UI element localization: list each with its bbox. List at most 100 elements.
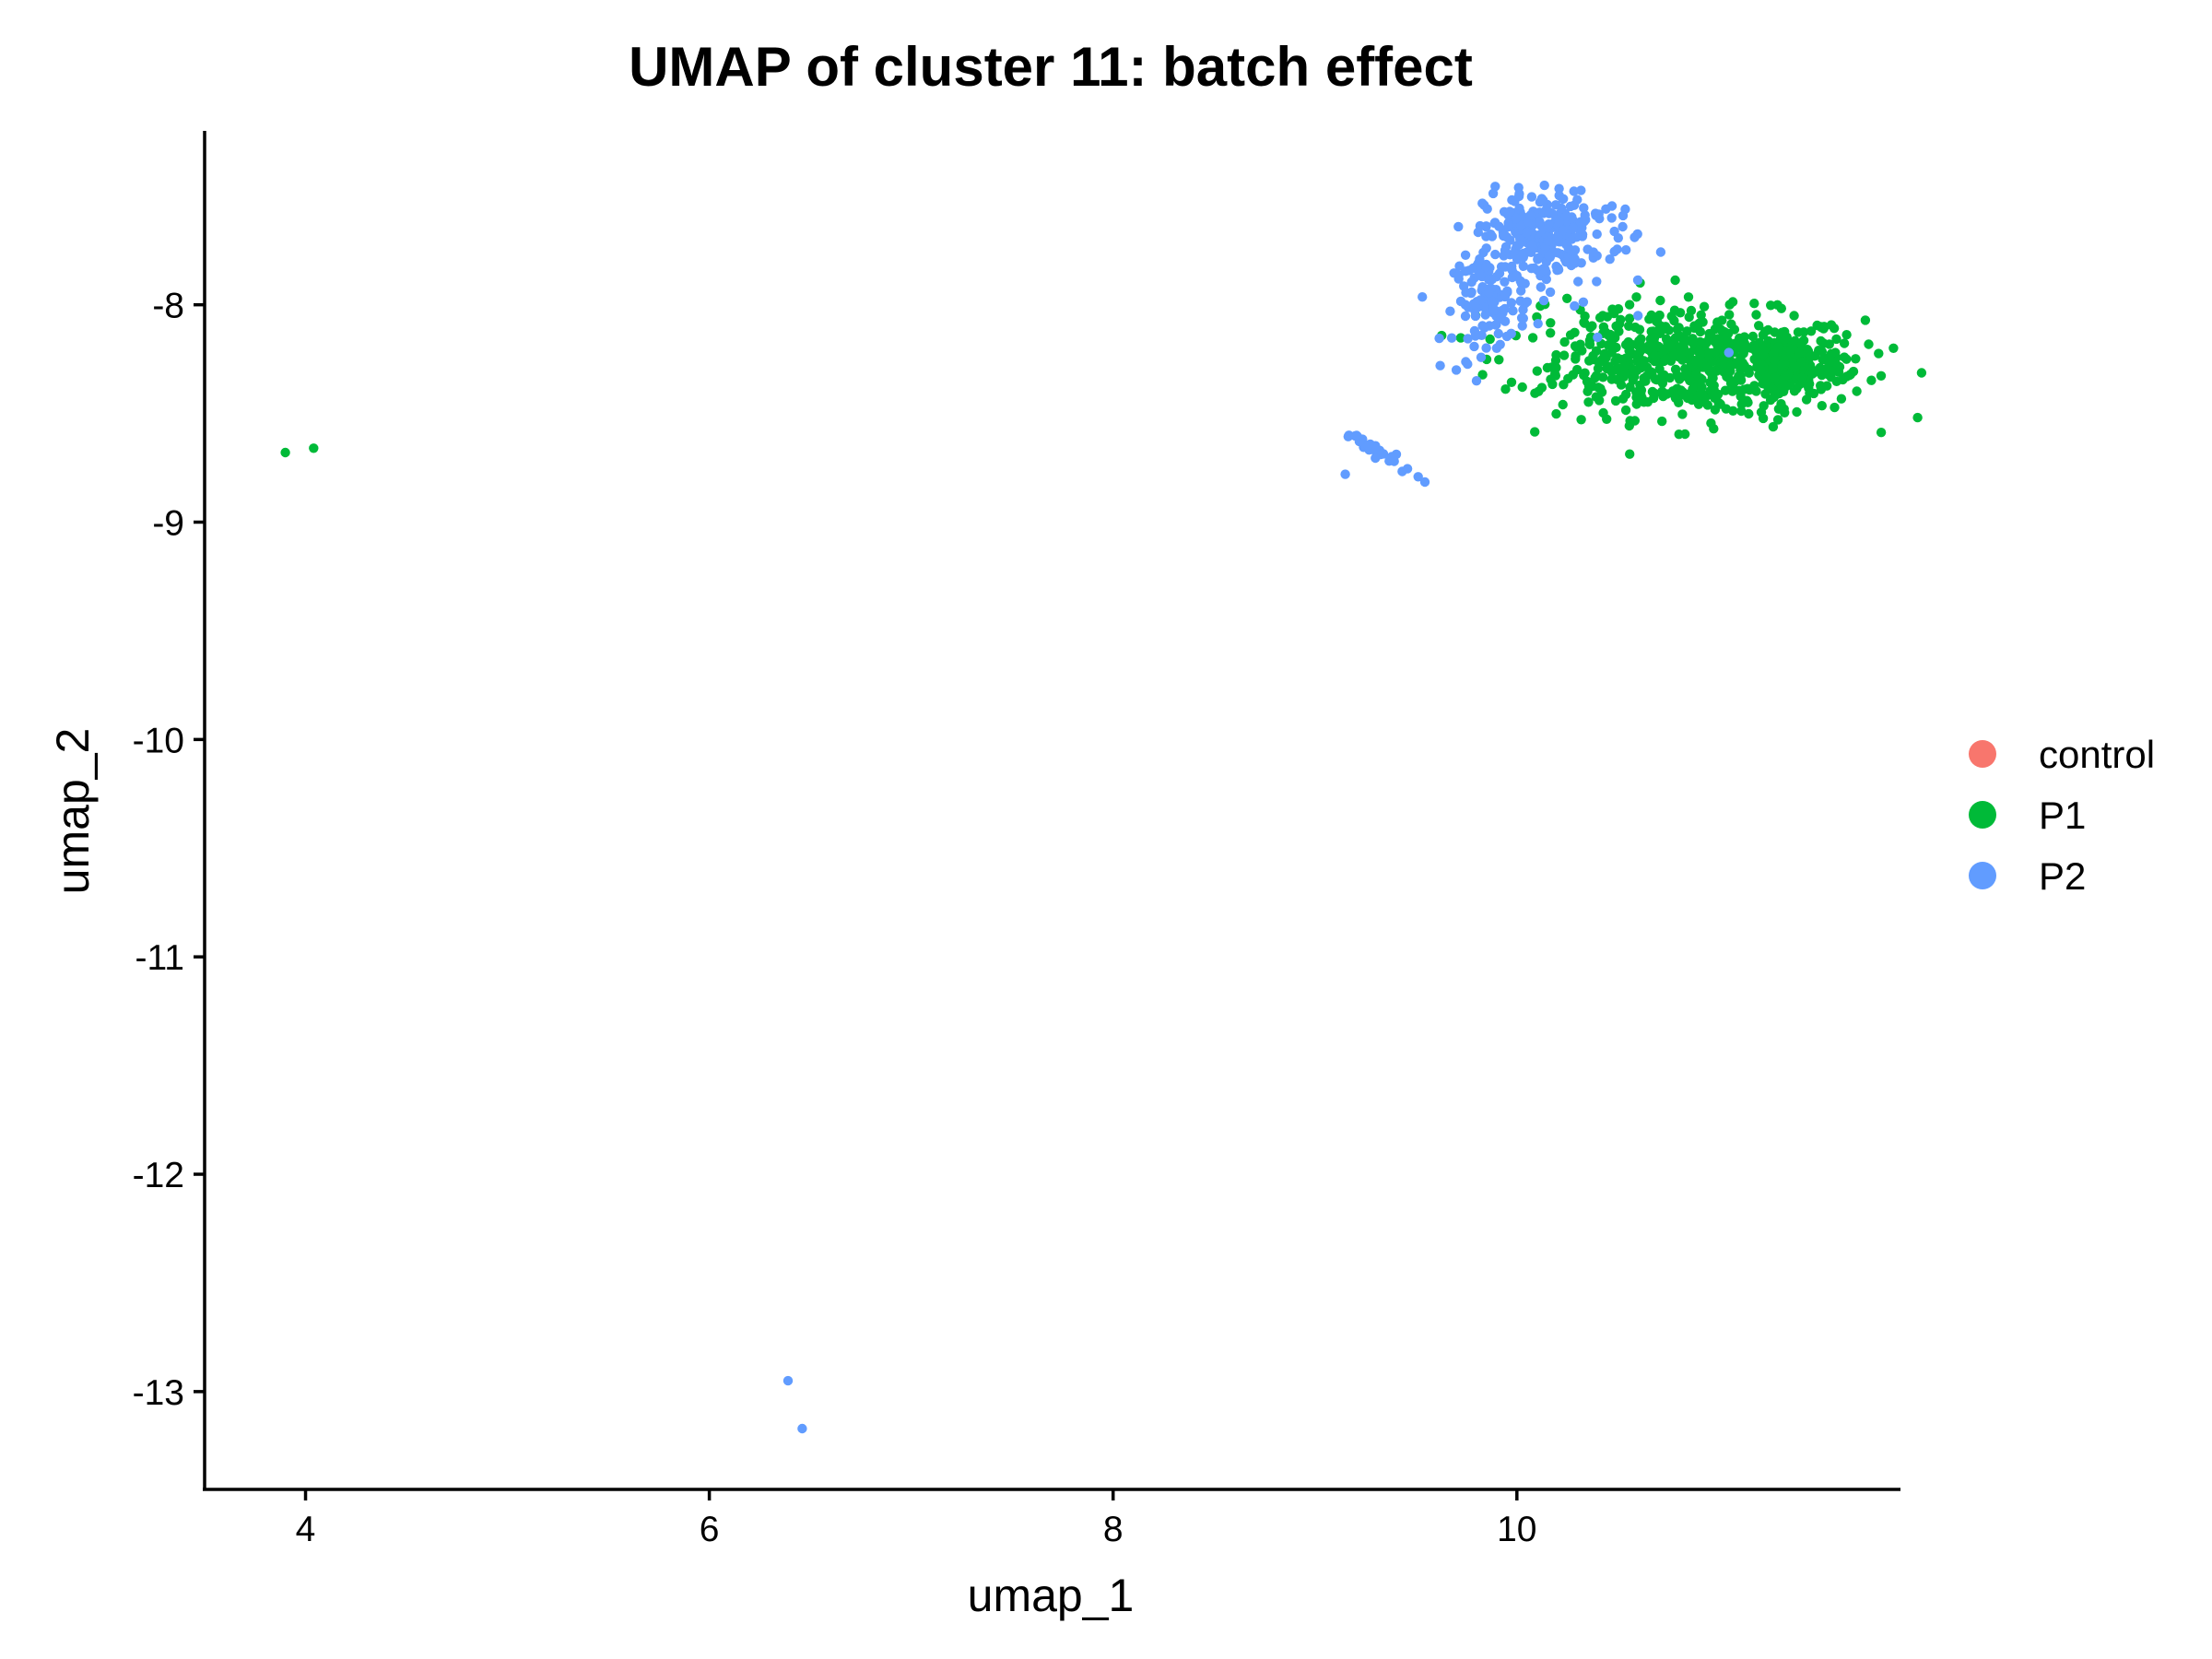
data-point bbox=[1579, 317, 1589, 327]
data-point bbox=[1610, 395, 1621, 406]
data-point bbox=[1826, 357, 1836, 367]
data-point bbox=[1677, 355, 1688, 365]
data-point bbox=[1518, 261, 1529, 271]
data-point bbox=[1792, 406, 1802, 418]
data-point bbox=[1622, 368, 1632, 379]
data-point bbox=[1749, 299, 1759, 309]
data-point bbox=[1709, 424, 1719, 434]
data-point bbox=[1758, 349, 1769, 359]
data-point bbox=[1576, 258, 1586, 268]
data-point bbox=[1572, 194, 1583, 205]
data-point bbox=[1547, 379, 1558, 390]
data-point bbox=[1533, 254, 1543, 265]
data-point bbox=[1789, 311, 1799, 321]
data-point bbox=[1484, 275, 1494, 285]
data-point bbox=[1637, 342, 1647, 352]
data-point bbox=[1435, 360, 1445, 371]
data-point bbox=[1533, 319, 1543, 329]
legend-key-p2 bbox=[1969, 862, 1996, 889]
data-point bbox=[1712, 318, 1723, 329]
data-point bbox=[1513, 191, 1524, 202]
data-point bbox=[1695, 388, 1706, 398]
data-point bbox=[1594, 214, 1605, 224]
data-point bbox=[1559, 350, 1570, 360]
data-point bbox=[1517, 382, 1527, 393]
data-point bbox=[1571, 351, 1581, 361]
data-point bbox=[1708, 391, 1718, 401]
data-point bbox=[1480, 310, 1490, 320]
data-point bbox=[1494, 221, 1504, 231]
data-point bbox=[1631, 292, 1641, 302]
data-point bbox=[1526, 240, 1537, 251]
data-point bbox=[1631, 399, 1641, 409]
data-point bbox=[1691, 370, 1701, 380]
data-point bbox=[1402, 464, 1413, 474]
data-point bbox=[1451, 365, 1462, 375]
data-point bbox=[1606, 213, 1617, 223]
data-point bbox=[1657, 416, 1667, 427]
data-point bbox=[1512, 254, 1523, 265]
data-point bbox=[1513, 240, 1524, 250]
data-point bbox=[1591, 346, 1602, 356]
data-point bbox=[1669, 305, 1680, 315]
data-point bbox=[1605, 254, 1615, 265]
data-point bbox=[1670, 275, 1680, 286]
y-axis-title: umap_2 bbox=[47, 728, 99, 895]
data-point bbox=[1501, 331, 1512, 342]
data-point bbox=[1725, 366, 1735, 376]
data-point bbox=[1841, 330, 1852, 340]
data-point bbox=[1587, 321, 1597, 331]
data-point bbox=[1562, 293, 1572, 303]
data-point bbox=[1750, 385, 1760, 395]
data-point bbox=[1665, 342, 1677, 352]
data-point bbox=[1888, 343, 1899, 353]
data-point bbox=[1592, 276, 1602, 287]
data-point bbox=[1683, 292, 1694, 302]
data-point bbox=[1584, 356, 1594, 366]
data-point bbox=[1594, 312, 1606, 323]
data-point bbox=[1475, 253, 1485, 265]
data-point bbox=[1570, 341, 1581, 351]
data-point bbox=[1722, 329, 1732, 339]
data-point bbox=[1777, 359, 1787, 370]
data-point bbox=[1588, 247, 1599, 257]
data-point bbox=[1639, 356, 1649, 366]
data-point bbox=[1493, 328, 1504, 339]
data-point bbox=[1744, 408, 1754, 419]
legend-key-control bbox=[1969, 740, 1996, 768]
data-point bbox=[1624, 300, 1635, 310]
data-point bbox=[1618, 210, 1629, 221]
data-point bbox=[1561, 257, 1571, 267]
data-point bbox=[1463, 359, 1473, 370]
data-point bbox=[1583, 386, 1593, 396]
data-point bbox=[1465, 288, 1477, 299]
data-point bbox=[1488, 305, 1500, 315]
data-point bbox=[1477, 321, 1488, 331]
data-point bbox=[1816, 366, 1826, 376]
data-point bbox=[1530, 427, 1540, 437]
data-point bbox=[1463, 334, 1473, 344]
data-point bbox=[1876, 428, 1887, 438]
data-point bbox=[1552, 265, 1562, 276]
data-point bbox=[1481, 221, 1491, 231]
data-point bbox=[1736, 406, 1747, 417]
data-point bbox=[1735, 375, 1747, 385]
y-tick-label: -9 bbox=[152, 504, 184, 544]
data-point bbox=[1625, 449, 1635, 459]
data-point bbox=[1573, 276, 1583, 287]
data-point bbox=[1654, 310, 1665, 321]
data-point bbox=[1551, 408, 1561, 419]
data-point bbox=[1609, 246, 1619, 257]
data-point bbox=[1340, 469, 1350, 479]
data-point bbox=[797, 1423, 807, 1434]
series-p2-points bbox=[782, 180, 1735, 1434]
data-point bbox=[1550, 355, 1561, 366]
data-point bbox=[1540, 265, 1550, 275]
data-point bbox=[1576, 415, 1586, 425]
data-point bbox=[1476, 352, 1487, 362]
data-point bbox=[1864, 339, 1874, 349]
data-point bbox=[782, 1375, 794, 1386]
data-point bbox=[1674, 429, 1684, 440]
data-point bbox=[1829, 366, 1840, 376]
data-point bbox=[1680, 364, 1690, 374]
